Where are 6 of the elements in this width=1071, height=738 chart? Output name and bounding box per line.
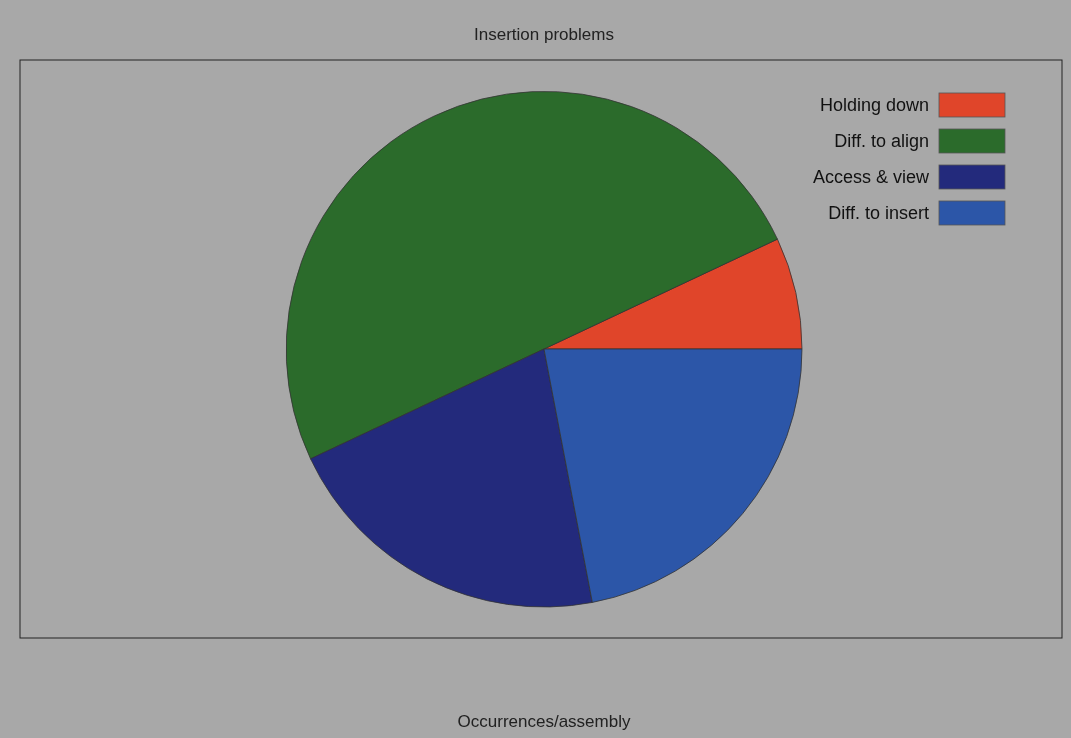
chart-title: Insertion problems <box>474 25 614 44</box>
legend-label: Diff. to align <box>834 131 929 151</box>
text: Occurrences/assembly <box>457 712 631 731</box>
legend-label: Diff. to insert <box>828 203 929 223</box>
legend-label: Holding down <box>819 95 929 115</box>
legend-label: Access & view <box>812 167 930 187</box>
